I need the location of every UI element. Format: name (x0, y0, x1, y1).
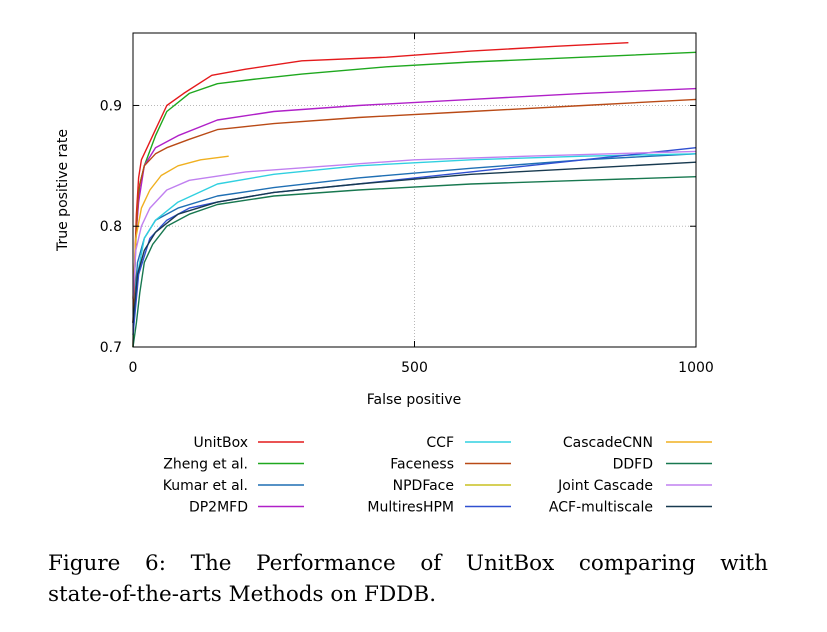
legend-label-zheng-et-al-: Zheng et al. (163, 457, 248, 473)
y-axis-title: True positive rate (55, 129, 71, 252)
y-tick-label: 0.8 (100, 219, 122, 235)
series-line-joint-cascade (132, 150, 697, 299)
legend-label-ccf: CCF (426, 435, 454, 451)
series-line-kumar-et-al- (132, 153, 697, 323)
y-tick-label: 0.9 (100, 98, 122, 114)
legend-label-kumar-et-al-: Kumar et al. (163, 478, 248, 494)
roc-chart: 0 500 1000 0.7 0.8 0.9 False positive True po… (55, 32, 714, 516)
figure-caption: Figure 6: The Performance of UnitBox com… (48, 548, 768, 610)
series-line-ddfd (132, 176, 697, 348)
x-tick-label: 0 (129, 360, 138, 376)
legend-label-dp2mfd: DP2MFD (189, 500, 248, 516)
caption-line-1: Figure 6: The Performance of UnitBox com… (48, 551, 768, 576)
series-line-unitbox (132, 42, 629, 348)
series-line-acf-multiscale (132, 161, 697, 323)
series-line-faceness (132, 98, 697, 323)
axis-ticks: 0 500 1000 0.7 0.8 0.9 (100, 33, 714, 376)
legend-label-joint-cascade: Joint Cascade (557, 478, 653, 494)
series-line-cascadecnn (132, 155, 229, 299)
x-tick-label: 500 (401, 360, 428, 376)
x-axis-title: False positive (367, 392, 462, 408)
series-lines (132, 42, 697, 348)
legend-label-faceness: Faceness (390, 457, 454, 473)
x-tick-label: 1000 (678, 360, 714, 376)
legend-label-ddfd: DDFD (613, 457, 653, 473)
legend-label-cascadecnn: CascadeCNN (563, 435, 653, 451)
legend-label-npdface: NPDFace (393, 478, 454, 494)
grid-lines (133, 33, 696, 347)
legend-label-unitbox: UnitBox (193, 435, 248, 451)
legend-label-multireshpm: MultiresHPM (367, 500, 454, 516)
y-tick-label: 0.7 (100, 340, 122, 356)
legend: UnitBox Zheng et al. Kumar et al. DP2MFD CCF… (163, 435, 712, 516)
caption-line-2: state-of-the-arts Methods on FDDB. (48, 582, 437, 607)
series-line-ccf (132, 153, 697, 323)
legend-label-acf-multiscale: ACF-multiscale (549, 500, 653, 516)
